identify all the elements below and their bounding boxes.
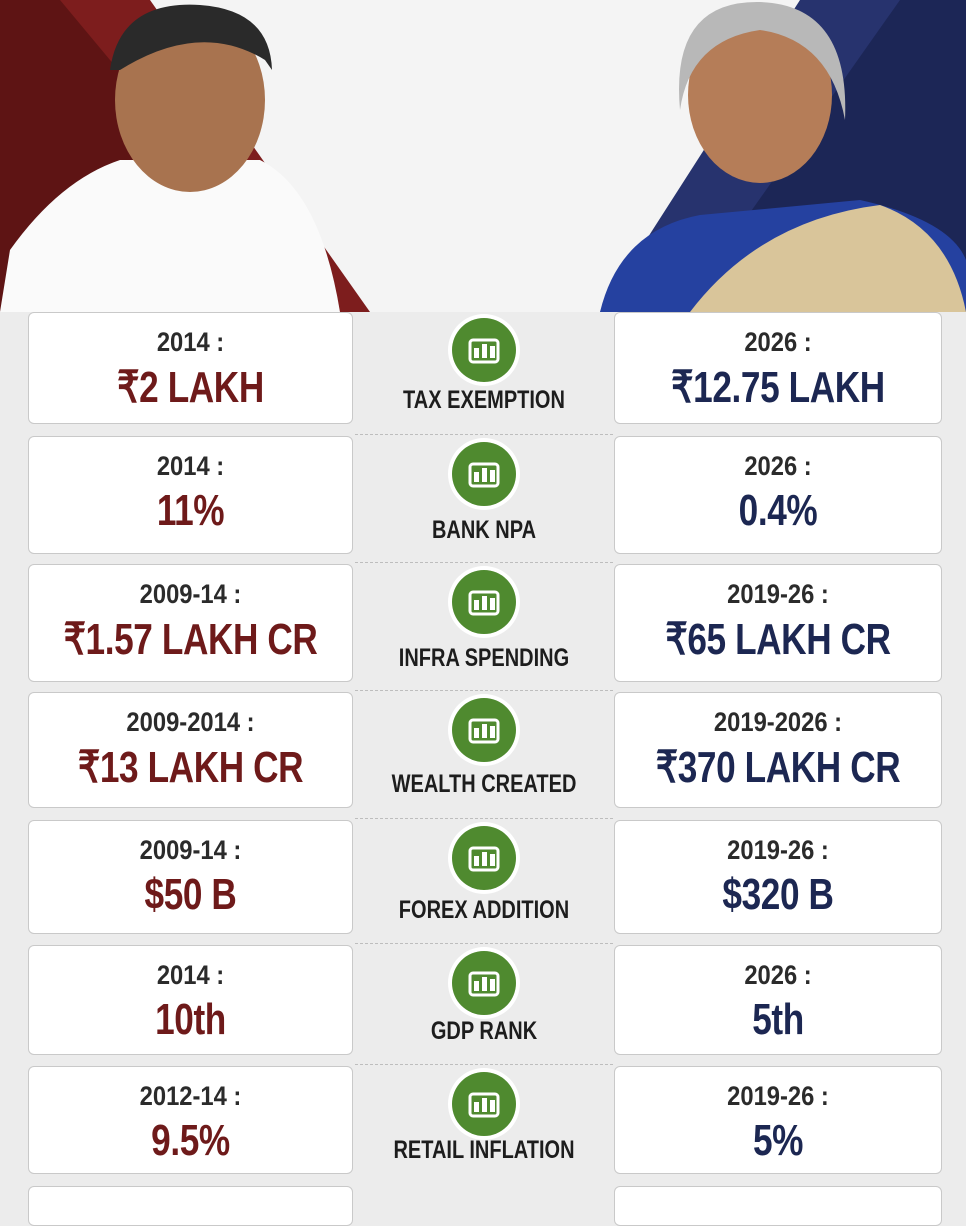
- left-period: 2014 :: [156, 451, 225, 481]
- icon: [448, 694, 520, 766]
- right-period: 2026 :: [744, 327, 812, 357]
- left-value: 10th: [155, 995, 226, 1044]
- right-cell: 2026 : 0.4%: [614, 436, 942, 554]
- left-period: 2009-14 :: [139, 835, 242, 865]
- left-period: 2012-14 :: [139, 1081, 242, 1111]
- row-label: INFRA SPENDING: [398, 644, 570, 672]
- right-period: 2026 :: [744, 451, 812, 481]
- right-cell: 2019-26 : 5%: [614, 1066, 942, 1174]
- center-cell: GDP RANK: [355, 945, 613, 1055]
- right-period: 2019-26 :: [727, 1081, 829, 1111]
- left-cell: 2009-14 : $50 B: [28, 820, 353, 934]
- left-period: 2014 :: [156, 960, 225, 990]
- icon: [448, 822, 520, 894]
- left-period: 2009-2014 :: [126, 707, 255, 737]
- right-cell: 2026 : 5th: [614, 945, 942, 1055]
- right-period: 2019-26 :: [727, 579, 829, 609]
- right-value: 5%: [752, 1116, 804, 1165]
- left-cell: 2014 : 10th: [28, 945, 353, 1055]
- separator: [355, 562, 613, 563]
- right-period: 2019-26 :: [727, 835, 829, 865]
- separator: [355, 943, 613, 944]
- left-cell: 2009-2014 : ₹13 LAKH CR: [28, 692, 353, 808]
- row-label: TAX EXEMPTION: [403, 386, 565, 414]
- separator: [355, 818, 613, 819]
- center-cell: INFRA SPENDING: [355, 564, 613, 682]
- right-value: ₹370 LAKH CR: [655, 743, 901, 792]
- right-value: ₹65 LAKH CR: [665, 615, 891, 664]
- icon: [448, 566, 520, 638]
- center-cell: TAX EXEMPTION: [355, 312, 613, 424]
- left-cell: [28, 1186, 353, 1226]
- left-cell: 2009-14 : ₹1.57 LAKH CR: [28, 564, 353, 682]
- row-label: GDP RANK: [430, 1017, 538, 1045]
- left-period: 2009-14 :: [139, 579, 242, 609]
- right-value: 0.4%: [738, 486, 818, 535]
- left-value: ₹2 LAKH: [117, 363, 264, 412]
- center-cell: BANK NPA: [355, 436, 613, 554]
- icon: [448, 438, 520, 510]
- right-value: 5th: [752, 995, 804, 1044]
- icon: [448, 947, 520, 1019]
- right-value: ₹12.75 LAKH: [671, 363, 885, 412]
- right-cell: 2026 : ₹12.75 LAKH: [614, 312, 942, 424]
- left-value: ₹13 LAKH CR: [77, 743, 304, 792]
- left-period: 2014 :: [156, 327, 225, 357]
- row-label: RETAIL INFLATION: [393, 1136, 575, 1164]
- icon: [448, 1068, 520, 1140]
- left-value: ₹1.57 LAKH CR: [63, 615, 318, 664]
- left-cell: 2014 : 11%: [28, 436, 353, 554]
- separator: [355, 690, 613, 691]
- separator: [355, 1064, 613, 1065]
- left-value: $50 B: [144, 870, 237, 919]
- row-label: WEALTH CREATED: [391, 770, 577, 798]
- right-period: 2026 :: [744, 960, 812, 990]
- center-cell: FOREX ADDITION: [355, 820, 613, 934]
- row-label: FOREX ADDITION: [398, 896, 570, 924]
- left-value: 9.5%: [151, 1116, 230, 1165]
- right-value: $320 B: [722, 870, 834, 919]
- center-cell: RETAIL INFLATION: [355, 1066, 613, 1174]
- header-image: [0, 0, 966, 312]
- right-cell: [614, 1186, 942, 1226]
- right-cell: 2019-26 : ₹65 LAKH CR: [614, 564, 942, 682]
- center-cell: WEALTH CREATED: [355, 692, 613, 808]
- left-cell: 2014 : ₹2 LAKH: [28, 312, 353, 424]
- right-period: 2019-2026 :: [713, 707, 843, 737]
- left-cell: 2012-14 : 9.5%: [28, 1066, 353, 1174]
- right-cell: 2019-2026 : ₹370 LAKH CR: [614, 692, 942, 808]
- right-cell: 2019-26 : $320 B: [614, 820, 942, 934]
- separator: [355, 434, 613, 435]
- row-label: BANK NPA: [431, 516, 537, 544]
- icon: [448, 314, 520, 386]
- left-value: 11%: [156, 486, 225, 535]
